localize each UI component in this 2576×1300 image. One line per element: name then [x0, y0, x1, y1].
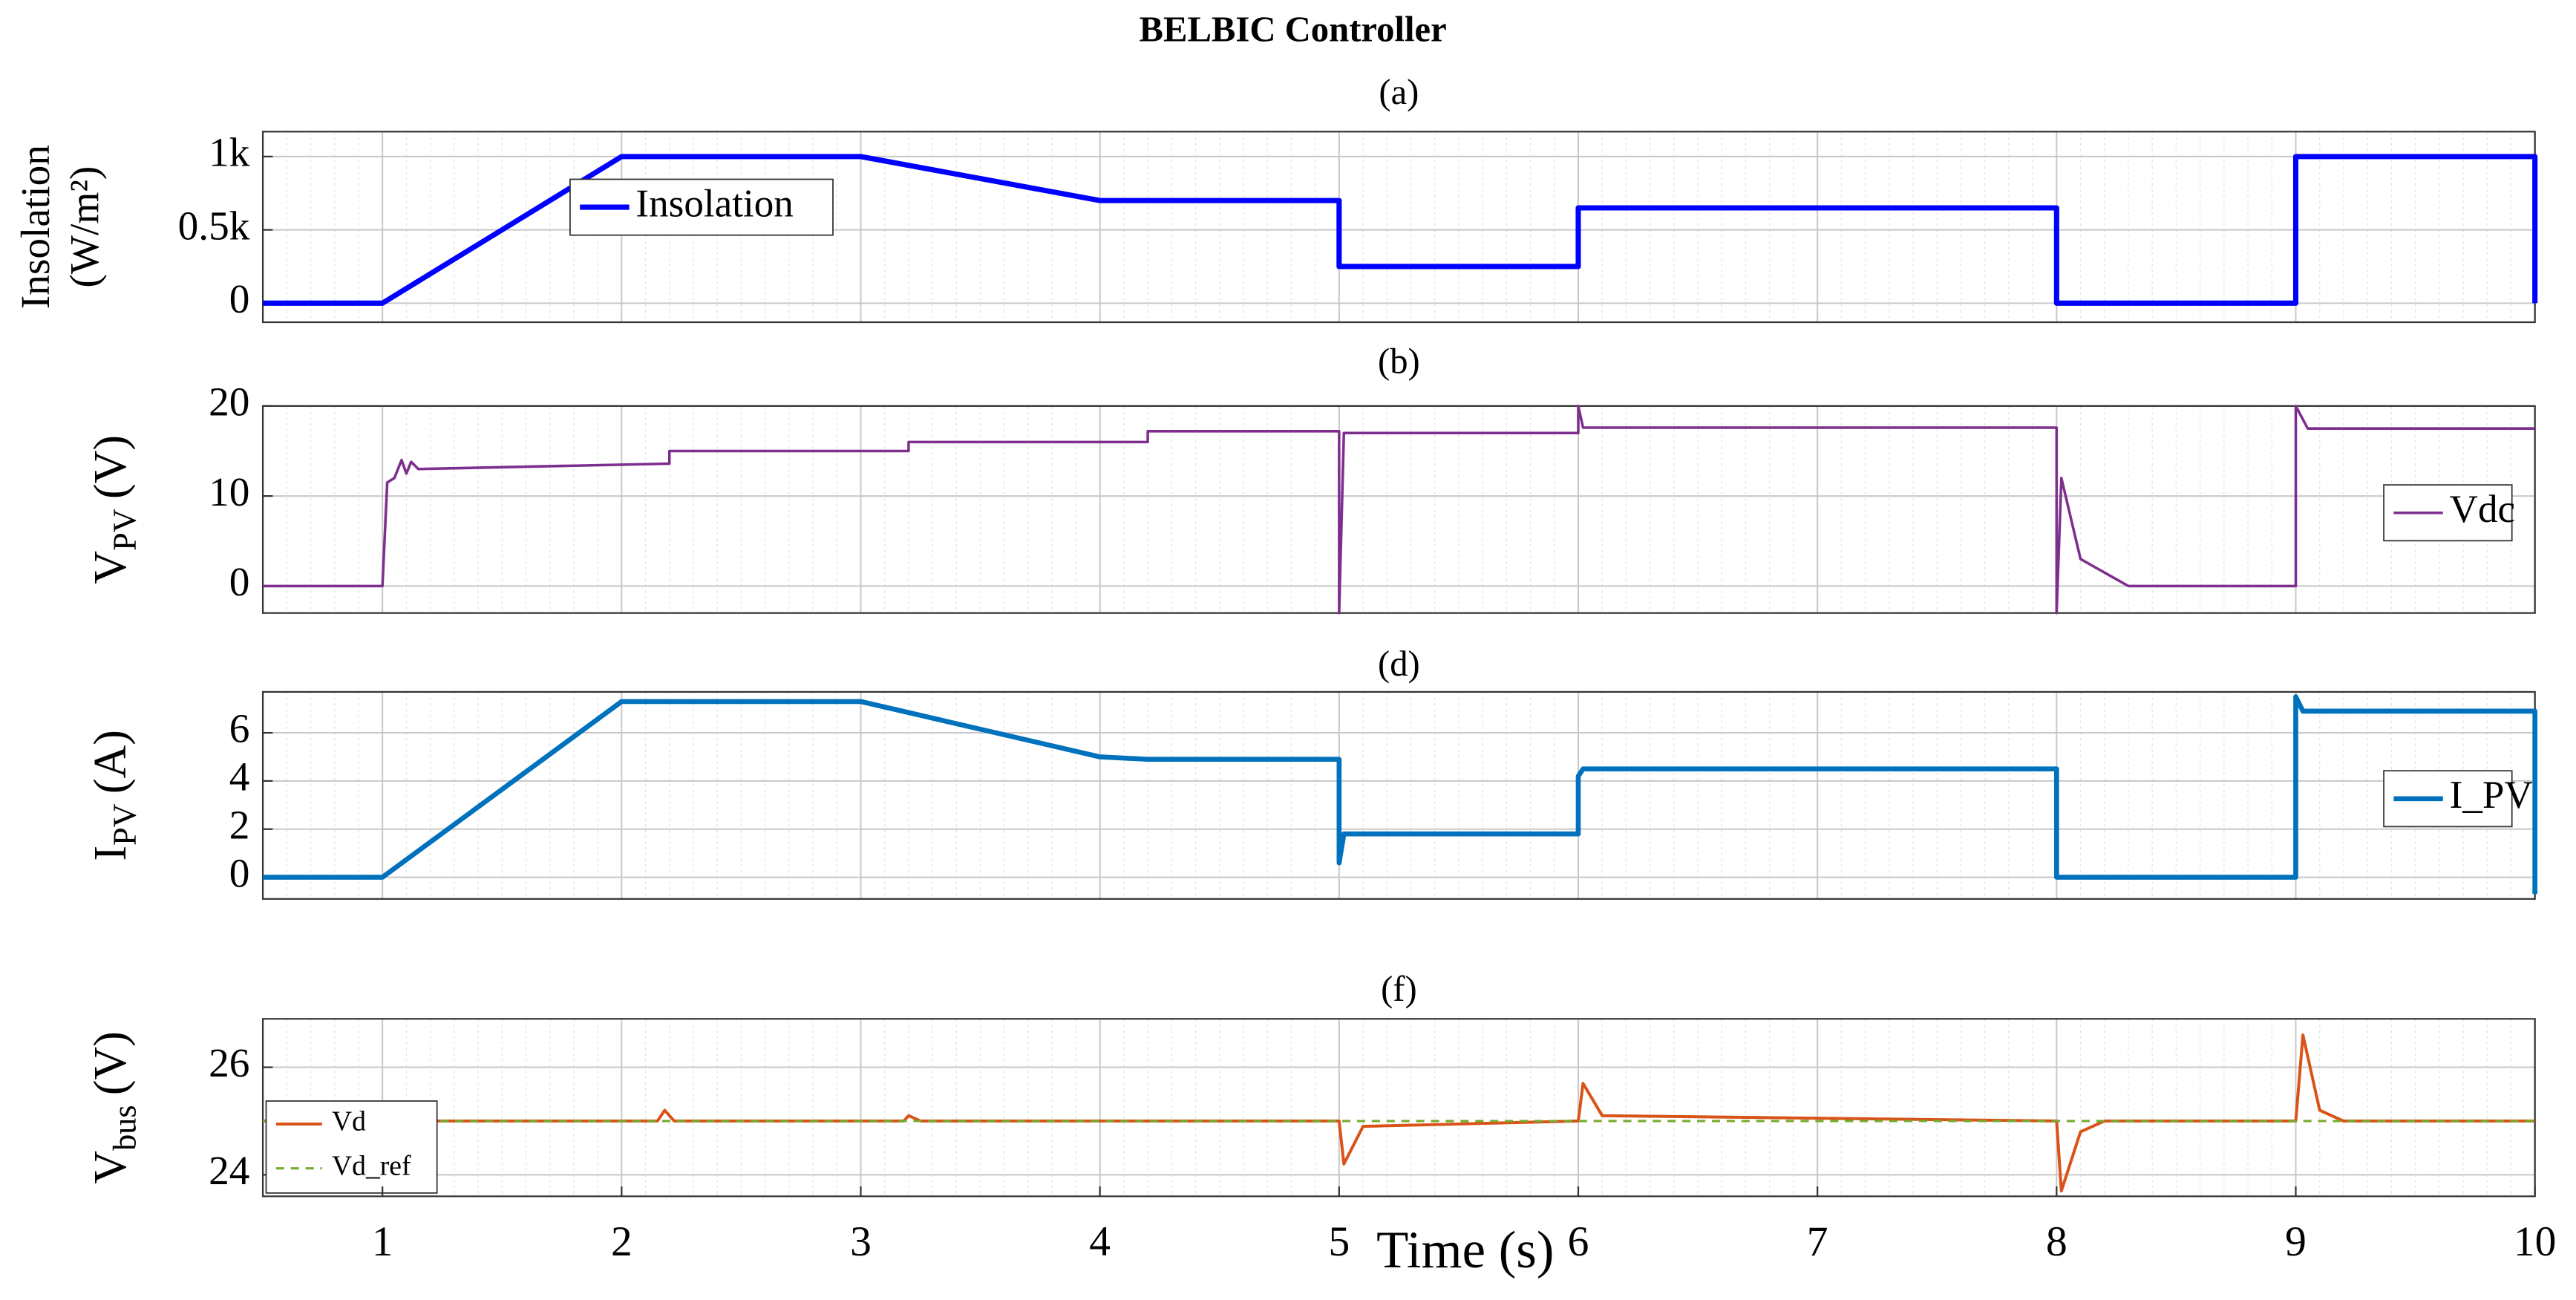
y-tick-label: 20: [209, 379, 249, 425]
panel-title: (f): [1381, 969, 1417, 1009]
legend-label: Vd_ref: [332, 1150, 411, 1181]
y-axis-label-sub: PV: [107, 509, 143, 551]
x-tick-label: 6: [1568, 1218, 1589, 1265]
x-tick-label: 10: [2514, 1218, 2557, 1265]
y-axis-label-unit: (V): [85, 1031, 136, 1095]
panel-title: (d): [1378, 644, 1420, 684]
series-line: [263, 694, 2537, 895]
plot-area: [263, 1019, 2535, 1197]
x-tick-label: 8: [2046, 1218, 2067, 1265]
y-axis-label-main: V: [85, 551, 136, 584]
x-tick-label: 2: [611, 1218, 632, 1265]
legend-label: Vdc: [2450, 488, 2515, 531]
series-line: [263, 154, 2538, 306]
x-tick-label: 9: [2285, 1218, 2307, 1265]
y-tick-label: 6: [229, 706, 250, 751]
figure-title: BELBIC Controller: [1140, 10, 1447, 50]
y-tick-label: 10: [209, 469, 249, 515]
series-line: [263, 405, 2535, 615]
y-axis-label: VPV (V): [85, 435, 143, 584]
x-axis-label: Time (s): [1376, 1221, 1554, 1279]
x-tick-label: 7: [1807, 1218, 1828, 1265]
y-tick-label: 0: [229, 850, 250, 895]
y-tick-label: 0.5k: [178, 203, 250, 248]
y-axis-label-main: I: [85, 846, 136, 861]
y-tick-label: 2: [229, 802, 250, 847]
y-tick-label: 0: [229, 559, 250, 604]
y-tick-label: 4: [229, 754, 250, 800]
y-axis-label-main: V: [85, 1151, 136, 1184]
legend-label: Insolation: [635, 182, 793, 225]
y-tick-label: 1k: [209, 130, 250, 175]
y-axis-label-sub: PV: [107, 803, 143, 846]
y-tick-label: 24: [209, 1148, 249, 1193]
y-axis-label-sub: bus: [107, 1105, 143, 1150]
plot-frame: [261, 1018, 2536, 1198]
y-axis-label: Vbus (V): [85, 1031, 143, 1184]
panel-title: (b): [1378, 342, 1420, 382]
x-tick-label: 3: [850, 1218, 872, 1265]
y-tick-label: 26: [209, 1040, 249, 1085]
x-tick-label: 1: [372, 1218, 393, 1265]
y-axis-label-unit: (A): [85, 730, 136, 794]
y-axis-label-unit: (V): [85, 435, 136, 499]
y-axis-label: Insolation: [13, 145, 58, 309]
legend-label: Vd: [332, 1106, 366, 1137]
y-axis-label: IPV (A): [85, 730, 143, 861]
y-tick-label: 0: [229, 276, 250, 321]
plot-frame: [261, 405, 2536, 614]
legend-label: I_PV: [2450, 774, 2533, 817]
x-tick-label: 4: [1089, 1218, 1111, 1265]
plot-area: [263, 691, 2535, 899]
x-tick-label: 5: [1328, 1218, 1350, 1265]
legend-box: [265, 1100, 438, 1194]
series-line: [263, 1033, 2535, 1193]
panel-title: (a): [1379, 72, 1419, 112]
plot-area: [263, 405, 2535, 613]
y-axis-label: (W/m²): [62, 166, 107, 288]
